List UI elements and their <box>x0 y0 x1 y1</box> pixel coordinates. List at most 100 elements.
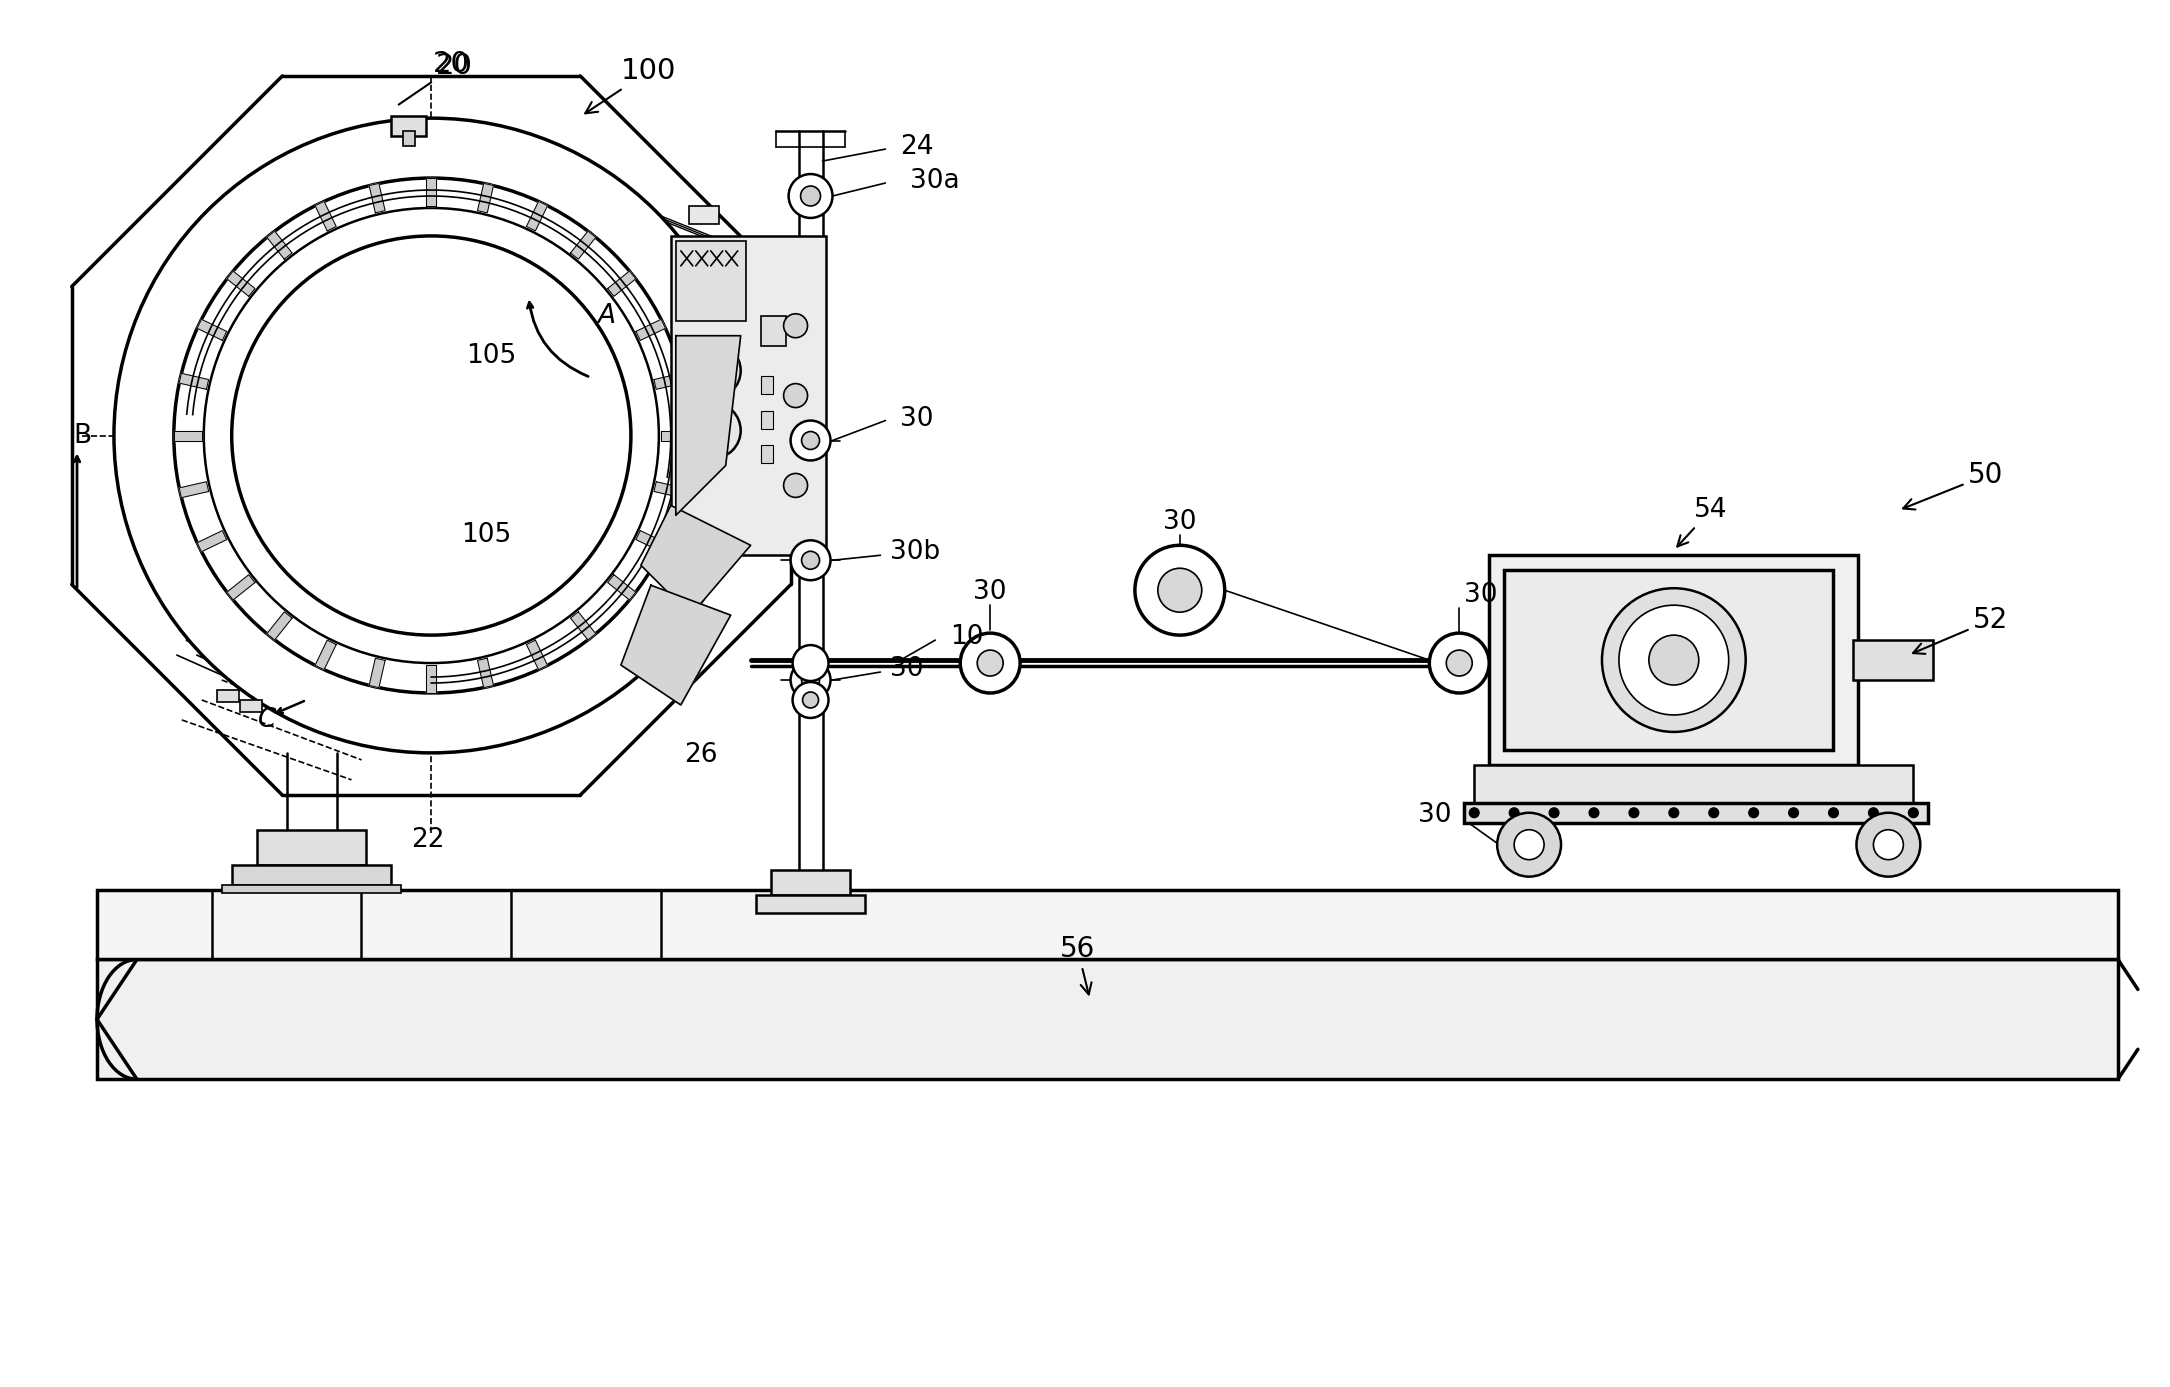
Circle shape <box>788 173 833 218</box>
Circle shape <box>1508 807 1519 818</box>
Polygon shape <box>571 612 597 639</box>
Circle shape <box>1649 635 1699 685</box>
Circle shape <box>1497 813 1560 877</box>
Circle shape <box>792 645 829 681</box>
Polygon shape <box>369 183 384 212</box>
Circle shape <box>801 551 820 569</box>
Circle shape <box>1515 829 1545 860</box>
Circle shape <box>790 660 831 700</box>
Circle shape <box>1601 588 1745 732</box>
Bar <box>232 864 391 885</box>
Polygon shape <box>571 232 597 259</box>
Polygon shape <box>315 201 336 230</box>
Polygon shape <box>636 531 666 552</box>
Text: 54: 54 <box>1677 498 1727 546</box>
Polygon shape <box>608 574 636 601</box>
Bar <box>762 411 773 429</box>
Circle shape <box>790 420 831 460</box>
Bar <box>671 236 825 555</box>
Circle shape <box>1708 807 1719 818</box>
Bar <box>688 207 718 223</box>
Text: 30: 30 <box>1465 583 1497 608</box>
Polygon shape <box>197 531 226 552</box>
Polygon shape <box>180 481 208 498</box>
Circle shape <box>1630 807 1638 818</box>
Text: 30a: 30a <box>911 168 959 194</box>
Circle shape <box>792 682 829 718</box>
Circle shape <box>232 236 631 635</box>
Circle shape <box>1619 605 1729 714</box>
Text: 24: 24 <box>901 135 933 160</box>
Text: 30: 30 <box>974 580 1007 605</box>
Text: C: C <box>258 707 276 732</box>
Bar <box>239 700 263 712</box>
Polygon shape <box>640 505 751 616</box>
Circle shape <box>686 343 740 398</box>
Text: 30: 30 <box>890 656 924 682</box>
Polygon shape <box>425 664 436 694</box>
Circle shape <box>686 402 740 459</box>
Text: 22: 22 <box>412 827 445 853</box>
Circle shape <box>783 473 807 498</box>
Text: B: B <box>74 423 91 448</box>
Text: 105: 105 <box>460 523 512 548</box>
Text: 30: 30 <box>901 405 933 431</box>
Circle shape <box>1159 569 1202 612</box>
Text: 10: 10 <box>950 624 983 651</box>
Bar <box>675 241 746 320</box>
Bar <box>98 889 2118 960</box>
Bar <box>1504 570 1834 750</box>
Circle shape <box>783 384 807 408</box>
Circle shape <box>1749 807 1758 818</box>
Polygon shape <box>315 641 336 670</box>
Text: 100: 100 <box>586 57 677 114</box>
Circle shape <box>1907 807 1918 818</box>
Polygon shape <box>267 232 293 259</box>
Text: 56: 56 <box>1061 935 1096 994</box>
Text: 30b: 30b <box>890 540 940 566</box>
Circle shape <box>801 431 820 449</box>
Bar <box>755 895 866 913</box>
Text: 30: 30 <box>1417 802 1452 828</box>
Bar <box>1489 555 1858 764</box>
Circle shape <box>1430 632 1489 694</box>
Polygon shape <box>425 178 436 207</box>
Polygon shape <box>477 183 493 212</box>
Text: 105: 105 <box>467 343 516 369</box>
Circle shape <box>801 186 820 207</box>
Text: 52: 52 <box>1914 606 2009 653</box>
Bar <box>770 870 851 895</box>
Circle shape <box>115 118 749 753</box>
Polygon shape <box>477 659 493 688</box>
Polygon shape <box>369 659 384 688</box>
Polygon shape <box>228 574 254 601</box>
Bar <box>256 829 367 864</box>
Polygon shape <box>267 612 293 639</box>
Bar <box>98 960 2118 1079</box>
Polygon shape <box>197 319 226 340</box>
Polygon shape <box>675 336 740 516</box>
Polygon shape <box>527 201 547 230</box>
Circle shape <box>790 541 831 580</box>
Polygon shape <box>180 373 208 390</box>
Polygon shape <box>653 481 684 498</box>
Circle shape <box>1549 807 1558 818</box>
Text: 26: 26 <box>684 742 718 768</box>
Circle shape <box>783 313 807 337</box>
Bar <box>1473 764 1914 803</box>
Polygon shape <box>653 373 684 390</box>
Text: 20: 20 <box>399 53 473 104</box>
Circle shape <box>1669 807 1680 818</box>
Circle shape <box>1588 807 1599 818</box>
Bar <box>391 117 425 136</box>
Bar <box>217 689 239 702</box>
Bar <box>762 376 773 394</box>
Circle shape <box>976 651 1003 675</box>
Circle shape <box>1469 807 1480 818</box>
Bar <box>1465 803 1929 822</box>
Polygon shape <box>636 319 666 340</box>
Circle shape <box>204 208 660 663</box>
Polygon shape <box>527 641 547 670</box>
Text: A: A <box>597 302 614 329</box>
Circle shape <box>1135 545 1224 635</box>
